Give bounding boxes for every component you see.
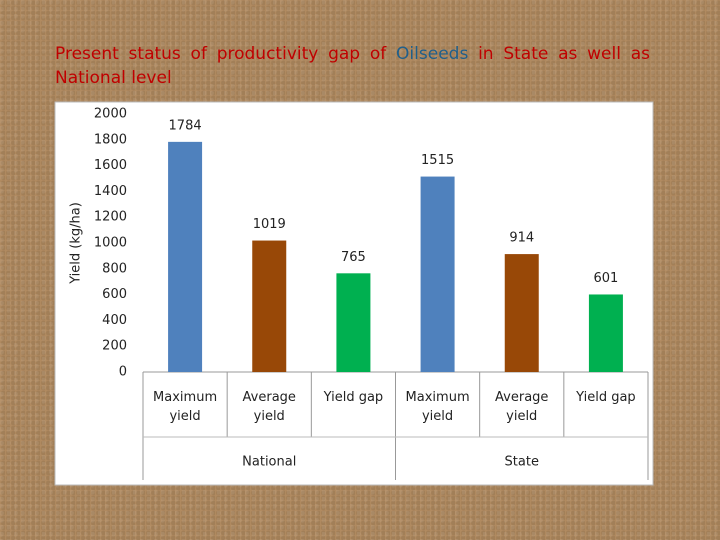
data-label: 1019 xyxy=(253,217,286,232)
x-tick-label: Average yield xyxy=(242,390,296,424)
bar xyxy=(588,294,623,372)
x-tick-label: Average yield xyxy=(495,390,549,424)
title-highlight: Oilseeds xyxy=(396,44,469,64)
y-tick-label: 800 xyxy=(102,261,127,276)
data-label: 1515 xyxy=(421,153,454,168)
x-tick-label: Yield gap xyxy=(576,390,636,405)
x-tick-label-box: Maximum yield xyxy=(153,390,218,424)
x-tick-label-box: Yield gap xyxy=(576,390,636,405)
x-tick-label-box: Average yield xyxy=(242,390,296,424)
bar xyxy=(336,273,371,372)
x-tick-label-box: Yield gap xyxy=(323,390,384,405)
group-label: State xyxy=(505,455,539,470)
data-label: 914 xyxy=(509,231,534,246)
group-label: National xyxy=(242,455,296,470)
y-tick-label: 1000 xyxy=(94,236,127,251)
title-part: in State as well as National level xyxy=(55,44,651,88)
y-tick-label: 1200 xyxy=(94,210,127,225)
y-tick-label: 400 xyxy=(102,313,127,328)
bar xyxy=(168,141,203,372)
y-tick-label: 1400 xyxy=(94,184,127,199)
y-tick-label: 200 xyxy=(102,339,127,354)
bar xyxy=(252,240,287,372)
y-axis-label: Yield (kg/ha) xyxy=(69,202,84,285)
y-tick-label: 1600 xyxy=(94,158,127,173)
y-tick-label: 1800 xyxy=(94,132,127,147)
title-part: Present status of productivity gap of xyxy=(55,44,387,64)
data-label: 601 xyxy=(594,271,619,286)
y-tick-label: 0 xyxy=(119,365,127,380)
y-tick-label: 600 xyxy=(102,287,127,302)
bar xyxy=(504,254,539,372)
x-tick-label-box: Maximum yield xyxy=(405,390,470,424)
x-tick-label: Maximum yield xyxy=(153,390,218,424)
data-label: 765 xyxy=(341,250,366,265)
data-label: 1784 xyxy=(169,118,202,133)
x-tick-label-box: Average yield xyxy=(495,390,549,424)
slide-title: Present status of productivity gap of Oi… xyxy=(55,42,650,90)
bar xyxy=(420,176,455,372)
y-tick-label: 2000 xyxy=(94,107,127,122)
x-tick-label: Yield gap xyxy=(323,390,384,405)
x-tick-label: Maximum yield xyxy=(405,390,470,424)
